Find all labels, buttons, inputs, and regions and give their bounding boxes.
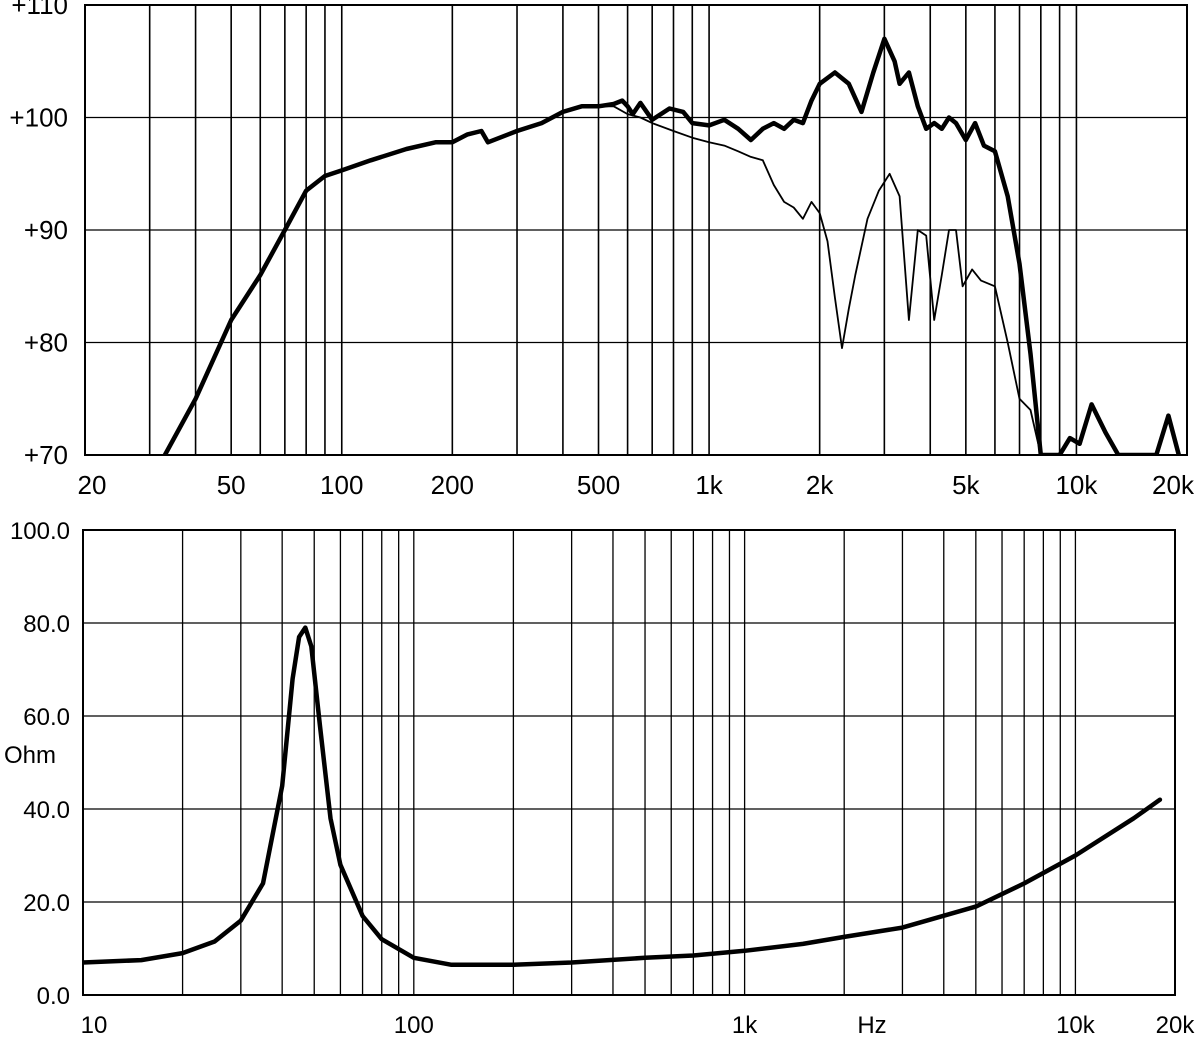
y-tick-label: +90 — [24, 215, 68, 245]
series-line-1 — [162, 36, 1182, 455]
y-tick-label: 60.0 — [23, 704, 70, 731]
series-line-1 — [83, 625, 1163, 968]
y-tick-label: +70 — [24, 440, 68, 470]
series-line-2 — [597, 105, 1042, 455]
x-tick-label: 10k — [1055, 470, 1098, 500]
x-tick-label: 20k — [1152, 470, 1195, 500]
x-tick-label: 50 — [217, 470, 246, 500]
frequency-response-chart: +70 +80 +90 +100 +110 20 50 100 200 500 1k 2k 5k 10k 2… — [9, 0, 1195, 500]
x-tick-label: 100 — [320, 470, 363, 500]
x-tick-label: 10 — [81, 1012, 108, 1038]
impedance-chart: 0.0 20.0 40.0 60.0 80.0 100.0 10 100 1k 10k 20k — [10, 518, 1195, 1038]
x-tick-label: 1k — [695, 470, 723, 500]
y-tick-label: 40.0 — [23, 797, 70, 824]
plot-frame — [82, 529, 1176, 996]
x-tick-label: 2k — [806, 470, 834, 500]
x-tick-label: 200 — [431, 470, 474, 500]
x-axis-label: Hz — [857, 1012, 886, 1038]
plot-frame — [84, 4, 1188, 456]
x-tick-label: 100 — [394, 1012, 434, 1038]
x-tick-label: 20 — [78, 470, 107, 500]
x-tick-label: 5k — [952, 470, 980, 500]
y-tick-label: +80 — [24, 328, 68, 358]
x-tick-label: 20k — [1156, 1012, 1196, 1038]
y-tick-label: +110 — [11, 0, 68, 20]
x-tick-label: 10k — [1056, 1012, 1096, 1038]
y-tick-label: 80.0 — [23, 611, 70, 638]
x-tick-label: 1k — [732, 1012, 758, 1038]
y-tick-label: 20.0 — [23, 890, 70, 917]
y-axis-label: Ohm — [4, 742, 56, 769]
x-tick-label: 500 — [577, 470, 620, 500]
y-tick-label: 0.0 — [37, 983, 70, 1010]
y-tick-label: +100 — [9, 103, 68, 133]
y-tick-label: 100.0 — [10, 518, 70, 545]
